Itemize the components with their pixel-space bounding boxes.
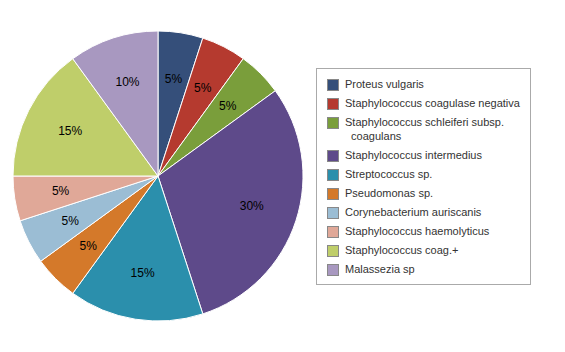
- html-text:Corynebacterium auriscanis: Corynebacterium auriscanis: [345, 205, 482, 218]
- html-text:Staphylococcus intermedius: Staphylococcus intermedius: [345, 148, 482, 161]
- html-text:Malassezia sp: Malassezia sp: [345, 262, 415, 275]
- svg-text:5%: 5%: [80, 239, 98, 253]
- html-text:Proteus vulgaris: Proteus vulgaris: [345, 77, 424, 90]
- svg-text:5%: 5%: [61, 214, 79, 228]
- html-text:Staphylococcus coagulase negat: Staphylococcus coagulase negativa: [345, 96, 520, 109]
- html-text:Streptococcus sp.: Streptococcus sp.: [345, 167, 433, 180]
- html-text:Staphylococcus schleiferi subs: Staphylococcus schleiferi subsp. coagula…: [345, 115, 504, 142]
- html-text:Pseudomonas sp.: Pseudomonas sp.: [345, 186, 434, 199]
- svg-text:5%: 5%: [219, 99, 237, 113]
- svg-text:5%: 5%: [165, 72, 183, 86]
- svg-text:5%: 5%: [194, 81, 212, 95]
- html-text:Staphylococcus coag.+: Staphylococcus coag.+: [345, 243, 459, 256]
- svg-text:5%: 5%: [52, 184, 70, 198]
- svg-text:15%: 15%: [58, 124, 82, 138]
- html-text:Staphylococcus haemolyticus: Staphylococcus haemolyticus: [345, 224, 490, 237]
- svg-text:15%: 15%: [131, 266, 155, 280]
- svg-text:30%: 30%: [240, 199, 264, 213]
- svg-text:10%: 10%: [116, 75, 140, 89]
